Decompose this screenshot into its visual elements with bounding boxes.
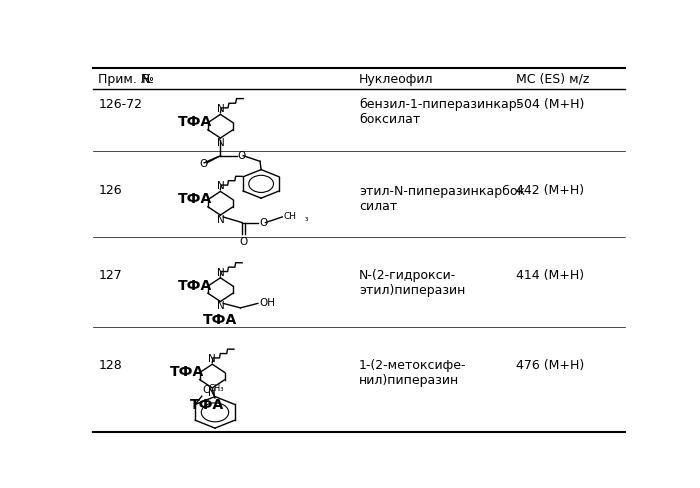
Text: ТФА: ТФА	[170, 366, 204, 379]
Text: 128: 128	[98, 359, 122, 372]
Text: O: O	[238, 151, 246, 161]
Text: N: N	[209, 388, 216, 398]
Text: ТФА: ТФА	[203, 313, 237, 327]
Text: Прим. №: Прим. №	[98, 73, 154, 86]
Text: ТФА: ТФА	[178, 116, 212, 129]
Text: N: N	[216, 104, 224, 114]
Text: 414 (М+Н): 414 (М+Н)	[516, 269, 584, 282]
Text: O: O	[199, 159, 207, 169]
Text: ТФА: ТФА	[190, 398, 224, 412]
Text: МС (ES) м/z: МС (ES) м/z	[516, 73, 589, 86]
Text: O: O	[239, 237, 247, 247]
Text: N: N	[209, 354, 216, 364]
Text: OH: OH	[259, 298, 275, 308]
Text: N-(2-гидрокси-
этил)пиперазин: N-(2-гидрокси- этил)пиперазин	[358, 269, 465, 297]
Text: 126: 126	[98, 184, 122, 198]
Text: 442 (М+Н): 442 (М+Н)	[516, 184, 584, 198]
Text: O: O	[260, 218, 267, 227]
Text: R: R	[141, 73, 150, 86]
Text: N: N	[216, 268, 224, 278]
Text: 1-(2-метоксифе-
нил)пиперазин: 1-(2-метоксифе- нил)пиперазин	[358, 359, 466, 387]
Text: 504 (М+Н): 504 (М+Н)	[516, 98, 584, 111]
Text: CH₃: CH₃	[209, 384, 224, 393]
Text: O: O	[202, 385, 211, 395]
Text: 127: 127	[98, 269, 122, 282]
Text: ₃: ₃	[305, 214, 308, 224]
Text: 476 (М+Н): 476 (М+Н)	[516, 359, 584, 372]
Text: CH: CH	[284, 212, 297, 221]
Text: бензил-1-пиперазинкар-
боксилат: бензил-1-пиперазинкар- боксилат	[358, 98, 521, 126]
Text: ТФА: ТФА	[178, 192, 212, 206]
Text: ТФА: ТФА	[178, 279, 212, 293]
Text: N: N	[216, 215, 224, 225]
Text: N: N	[216, 138, 224, 148]
Text: этил-N-пиперазинкарбок-
силат: этил-N-пиперазинкарбок- силат	[358, 184, 529, 212]
Text: Нуклеофил: Нуклеофил	[358, 73, 433, 86]
Text: N: N	[216, 302, 224, 311]
Text: N: N	[216, 182, 224, 191]
Text: 126-72: 126-72	[98, 98, 142, 111]
